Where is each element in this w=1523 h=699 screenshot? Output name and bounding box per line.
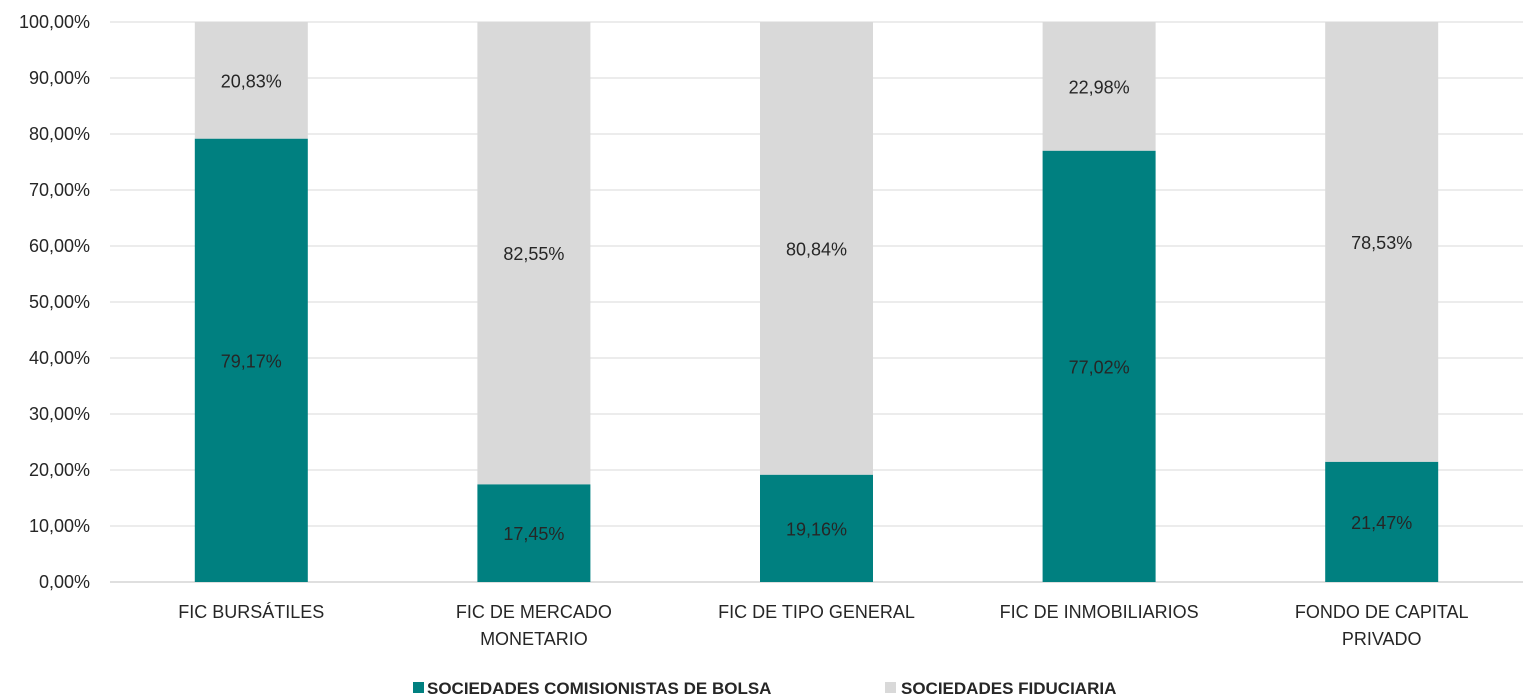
bar-segment: [760, 22, 873, 475]
data-label: 77,02%: [1069, 357, 1130, 377]
legend-label: SOCIEDADES FIDUCIARIA: [901, 679, 1116, 698]
bar-segment: [1042, 22, 1156, 151]
data-label: 82,55%: [503, 244, 564, 264]
legend-swatch: [885, 682, 896, 693]
x-category-label: FIC DE INMOBILIARIOS: [1000, 602, 1199, 622]
x-category-label: FONDO DE CAPITAL: [1295, 602, 1469, 622]
x-axis: FIC BURSÁTILES FIC DE MERCADO MONETARIO FIC…: [178, 602, 1468, 649]
data-label: 78,53%: [1351, 233, 1412, 253]
legend-label: SOCIEDADES COMISIONISTAS DE BOLSA: [427, 679, 771, 698]
bar-segment: [1325, 461, 1439, 582]
bar-segment: [477, 22, 591, 485]
x-category-label: FIC DE TIPO GENERAL: [718, 602, 915, 622]
y-tick-label: 10,00%: [29, 516, 90, 536]
data-label: 19,16%: [786, 519, 847, 539]
data-label: 79,17%: [221, 351, 282, 371]
x-category-label: FIC BURSÁTILES: [178, 602, 324, 622]
data-label: 22,98%: [1069, 77, 1130, 97]
y-tick-label: 20,00%: [29, 460, 90, 480]
data-label: 17,45%: [503, 524, 564, 544]
x-category-label: PRIVADO: [1342, 629, 1422, 649]
x-category-label: MONETARIO: [480, 629, 588, 649]
y-tick-label: 80,00%: [29, 124, 90, 144]
bar-segment: [760, 474, 873, 582]
legend: SOCIEDADES COMISIONISTAS DE BOLSA SOCIEDA…: [413, 679, 1116, 698]
data-label: 80,84%: [786, 239, 847, 259]
bars: 79,17% 20,83% 17,45% 82,55% 19,16% 80,84% 77,0…: [194, 22, 1439, 583]
data-label: 21,47%: [1351, 513, 1412, 533]
bar-segment: [194, 22, 308, 139]
bar-segment: [1042, 150, 1156, 583]
bar-segment: [477, 484, 591, 582]
y-tick-label: 90,00%: [29, 68, 90, 88]
y-tick-label: 70,00%: [29, 180, 90, 200]
legend-swatch: [413, 682, 424, 693]
y-tick-label: 30,00%: [29, 404, 90, 424]
bar-segment: [194, 138, 308, 582]
y-tick-label: 100,00%: [19, 12, 90, 32]
y-tick-label: 50,00%: [29, 292, 90, 312]
y-tick-label: 40,00%: [29, 348, 90, 368]
y-axis: 0,00% 10,00% 20,00% 30,00% 40,00% 50,00% 60,00…: [19, 12, 90, 592]
x-category-label: FIC DE MERCADO: [456, 602, 612, 622]
bar-segment: [1325, 22, 1439, 462]
data-label: 20,83%: [221, 71, 282, 91]
y-tick-label: 60,00%: [29, 236, 90, 256]
y-tick-label: 0,00%: [39, 572, 90, 592]
